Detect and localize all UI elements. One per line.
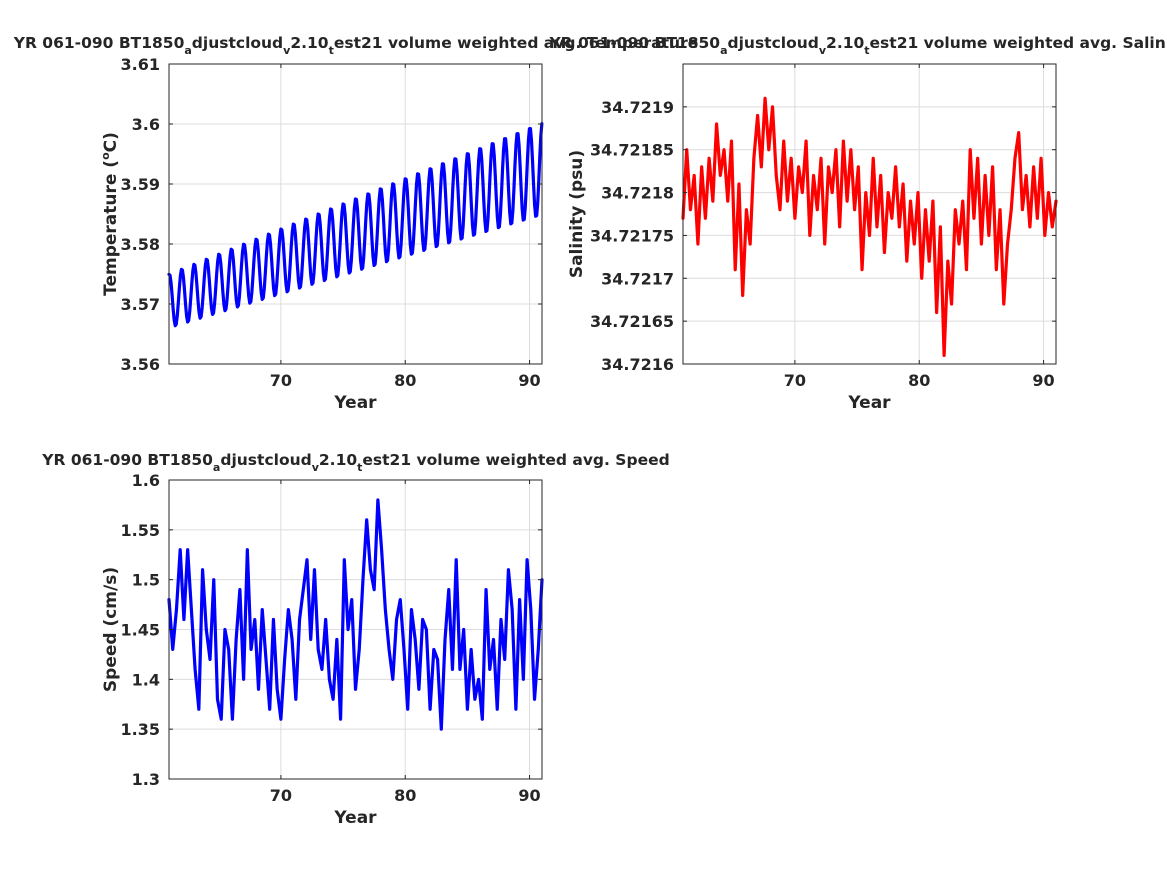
y-tick-label: 3.56 (121, 355, 160, 374)
chart-title-subscript: v (312, 461, 320, 474)
chart-title-text: YR 061-090 BT1850 (13, 34, 185, 52)
chart-title-subscript: a (720, 44, 727, 57)
chart-title-subscript: v (283, 44, 291, 57)
y-tick-label: 34.7217 (601, 269, 674, 288)
y-axis-label-unit: C) (101, 132, 121, 152)
y-tick-label: 1.55 (121, 521, 160, 540)
series-line (681, 96, 1058, 358)
chart-title: YR 061-090 BT1850adjustcloudv2.10test21 … (41, 451, 669, 474)
y-tick-label: 34.72165 (590, 312, 674, 331)
salinity-panel: 70 80 90 34.7216 34.72165 34.7217 34.72175 34.7… (548, 34, 1167, 413)
chart-title-text: est21 volume weighted avg. Speed (362, 451, 669, 469)
x-axis-label: Year (333, 393, 377, 413)
series-line (167, 498, 544, 731)
axes-box (682, 63, 1057, 365)
chart-title-subscript: a (213, 461, 220, 474)
x-tick-label: 80 (908, 371, 930, 390)
chart-title-text: djustcloud (220, 451, 311, 469)
x-tick-label: 80 (394, 786, 416, 805)
chart-title: YR 061-090 BT1850adjustcloudv2.10test21 … (13, 34, 699, 57)
y-tick-label: 3.57 (121, 295, 160, 314)
chart-title-text: djustcloud (192, 34, 283, 52)
y-tick-label: 1.4 (132, 670, 160, 689)
chart-title-subscript: t (864, 44, 869, 57)
y-tick-label: 34.72175 (590, 226, 674, 245)
x-tick-label: 70 (270, 371, 292, 390)
y-axis-label-text: Speed (cm/s) (101, 567, 121, 692)
y-tick-label: 34.7218 (601, 184, 674, 203)
x-tick-label: 70 (784, 371, 806, 390)
chart-title-text: 2.10 (319, 451, 357, 469)
x-tick-label: 70 (270, 786, 292, 805)
y-tick-label: 3.61 (121, 55, 160, 74)
series-line (167, 122, 544, 328)
y-axis-label: Salinity (psu) (567, 150, 587, 278)
y-tick-label: 34.7219 (601, 98, 674, 117)
chart-title-text: YR 061-090 BT1850 (548, 34, 720, 52)
y-axis-label-superscript: o (99, 152, 112, 160)
chart-title-text: YR 061-090 BT1850 (41, 451, 213, 469)
x-axis-label: Year (333, 808, 377, 828)
y-tick-label: 1.45 (121, 621, 160, 640)
y-tick-label: 34.72185 (590, 141, 674, 160)
y-axis-label-text: Temperature ( (101, 160, 121, 296)
y-tick-label: 1.5 (132, 571, 160, 590)
x-tick-label: 80 (394, 371, 416, 390)
chart-title-subscript: v (819, 44, 827, 57)
chart-title-text: est21 volume weighted avg. Temperature (334, 34, 698, 52)
y-tick-label: 1.6 (132, 471, 160, 490)
temperature-panel: 70 80 90 3.56 3.57 3.58 3.59 3.6 3.61 Year Tempera… (13, 34, 699, 413)
x-tick-label: 90 (1032, 371, 1054, 390)
y-axis-label-text: Salinity (psu) (567, 150, 587, 278)
chart-title-text: 2.10 (290, 34, 328, 52)
y-tick-label: 3.59 (121, 175, 160, 194)
x-axis-label: Year (847, 393, 891, 413)
y-tick-label: 3.58 (121, 235, 160, 254)
chart-title-subscript: a (184, 44, 191, 57)
x-tick-label: 90 (518, 786, 540, 805)
y-axis-label: Speed (cm/s) (101, 567, 121, 692)
speed-panel: 70 80 90 1.3 1.35 1.4 1.45 1.5 1.55 1.6 Year Speed … (41, 451, 669, 828)
chart-title: YR 061-090 BT1850adjustcloudv2.10test21 … (548, 34, 1167, 57)
chart-title-text: 2.10 (826, 34, 864, 52)
y-tick-label: 1.3 (132, 770, 160, 789)
chart-title-text: djustcloud (728, 34, 819, 52)
y-tick-label: 1.35 (121, 720, 160, 739)
x-tick-label: 90 (518, 371, 540, 390)
chart-title-subscript: t (357, 461, 362, 474)
axes-box (168, 63, 543, 365)
y-axis-label: Temperature (oC) (99, 132, 121, 296)
chart-title-text: est21 volume weighted avg. Salinity (870, 34, 1167, 52)
y-tick-label: 3.6 (132, 115, 160, 134)
y-tick-label: 34.7216 (601, 355, 674, 374)
chart-title-subscript: t (329, 44, 334, 57)
